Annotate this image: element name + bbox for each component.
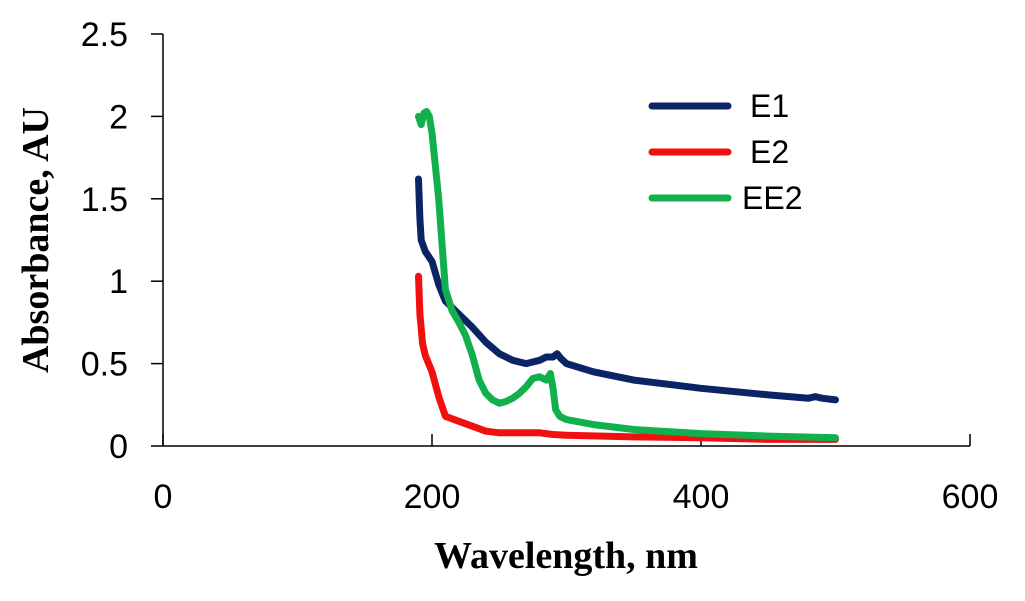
x-tick-label: 200 [404,478,461,516]
y-tick-label: 2.5 [81,16,128,54]
y-tick-label: 0 [109,428,128,466]
x-tick-label: 400 [673,478,730,516]
x-axis-title: Wavelength, nm [434,535,698,577]
legend: E1 E2 EE2 [648,88,802,216]
series-line-e2 [415,272,839,443]
tick-labels: 0 0.5 1 1.5 2 2.5 0 200 400 600 [81,16,999,516]
y-tick-label: 2 [109,98,128,136]
y-tick-label: 1.5 [81,181,128,219]
y-tick-label: 1 [109,263,128,301]
legend-label-e2: E2 [750,134,789,170]
axes [162,34,970,447]
series-line-ee2 [415,108,839,442]
legend-label-e1: E1 [750,88,789,124]
y-tick-label: 0.5 [81,346,128,384]
legend-label-ee2: EE2 [742,180,802,216]
series-lines [415,108,839,443]
ticks [151,33,971,447]
y-axis-title: Absorbance, AU [15,107,57,373]
x-tick-label: 600 [942,478,999,516]
series-line-e1 [415,175,839,404]
x-tick-label: 0 [154,478,173,516]
